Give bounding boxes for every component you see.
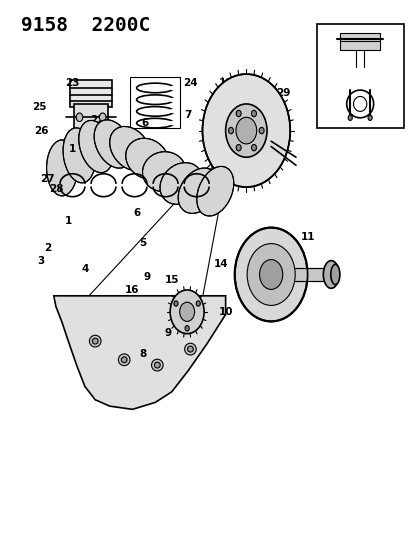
Text: 24: 24 xyxy=(183,78,197,87)
Circle shape xyxy=(259,260,282,289)
Bar xyxy=(294,268,328,281)
Circle shape xyxy=(235,144,240,151)
Text: 11: 11 xyxy=(300,232,315,242)
Circle shape xyxy=(347,115,351,120)
Text: 9: 9 xyxy=(143,272,150,282)
Text: 13: 13 xyxy=(238,254,253,263)
Circle shape xyxy=(185,326,189,331)
Bar xyxy=(130,77,180,128)
Ellipse shape xyxy=(109,126,150,171)
Text: 6: 6 xyxy=(141,118,148,127)
Text: 19: 19 xyxy=(261,134,275,143)
Bar xyxy=(339,33,379,50)
Ellipse shape xyxy=(323,261,338,288)
Text: 15: 15 xyxy=(164,275,179,285)
Text: 14: 14 xyxy=(214,259,228,269)
Text: 3: 3 xyxy=(38,256,45,266)
Text: 5: 5 xyxy=(139,238,146,247)
Text: 27: 27 xyxy=(40,174,55,183)
Ellipse shape xyxy=(89,335,101,347)
Circle shape xyxy=(76,113,83,122)
Text: 9158  2200C: 9158 2200C xyxy=(21,16,150,35)
Circle shape xyxy=(235,110,240,117)
Text: 7: 7 xyxy=(184,110,192,119)
Circle shape xyxy=(99,113,106,122)
Ellipse shape xyxy=(330,264,339,285)
Text: 8: 8 xyxy=(139,350,146,359)
Text: 1: 1 xyxy=(69,144,76,154)
Text: 22: 22 xyxy=(90,115,104,125)
Ellipse shape xyxy=(121,357,127,362)
Ellipse shape xyxy=(159,163,202,204)
Ellipse shape xyxy=(178,168,218,213)
Text: 20: 20 xyxy=(230,163,245,173)
Text: 17: 17 xyxy=(214,144,228,154)
Text: 9: 9 xyxy=(164,328,171,338)
Ellipse shape xyxy=(63,128,95,183)
Text: 7: 7 xyxy=(172,184,179,194)
Circle shape xyxy=(247,244,294,305)
Ellipse shape xyxy=(151,359,163,371)
Ellipse shape xyxy=(118,354,130,366)
Circle shape xyxy=(179,302,194,321)
Circle shape xyxy=(225,104,266,157)
Text: 18: 18 xyxy=(218,78,233,87)
FancyBboxPatch shape xyxy=(70,80,112,107)
Circle shape xyxy=(202,74,290,187)
Ellipse shape xyxy=(94,120,132,168)
FancyBboxPatch shape xyxy=(74,104,108,131)
Ellipse shape xyxy=(196,166,233,216)
Text: 16: 16 xyxy=(125,286,140,295)
Ellipse shape xyxy=(46,140,78,196)
Text: 2: 2 xyxy=(44,243,51,253)
Text: 23: 23 xyxy=(65,78,80,87)
Text: 25: 25 xyxy=(32,102,47,111)
Text: 6: 6 xyxy=(133,208,140,218)
Circle shape xyxy=(228,127,233,134)
Polygon shape xyxy=(54,296,225,409)
Text: 21: 21 xyxy=(238,78,253,87)
Text: 26: 26 xyxy=(34,126,49,135)
Text: 28: 28 xyxy=(48,184,63,194)
Circle shape xyxy=(170,290,204,334)
Text: 29: 29 xyxy=(276,88,290,98)
Text: 4: 4 xyxy=(81,264,88,274)
Circle shape xyxy=(251,144,256,151)
Circle shape xyxy=(367,115,371,120)
Text: 1: 1 xyxy=(64,216,72,226)
Ellipse shape xyxy=(187,346,193,352)
Ellipse shape xyxy=(184,343,196,355)
Ellipse shape xyxy=(142,152,185,192)
Bar xyxy=(316,24,403,128)
Circle shape xyxy=(251,110,256,117)
Ellipse shape xyxy=(92,338,98,344)
Circle shape xyxy=(259,127,263,134)
Text: 12: 12 xyxy=(267,232,282,242)
Circle shape xyxy=(234,228,307,321)
Circle shape xyxy=(196,301,200,306)
Circle shape xyxy=(235,117,256,144)
Ellipse shape xyxy=(126,138,168,179)
Text: 10: 10 xyxy=(218,307,233,317)
Circle shape xyxy=(173,301,178,306)
Ellipse shape xyxy=(78,120,113,173)
Ellipse shape xyxy=(154,362,160,368)
